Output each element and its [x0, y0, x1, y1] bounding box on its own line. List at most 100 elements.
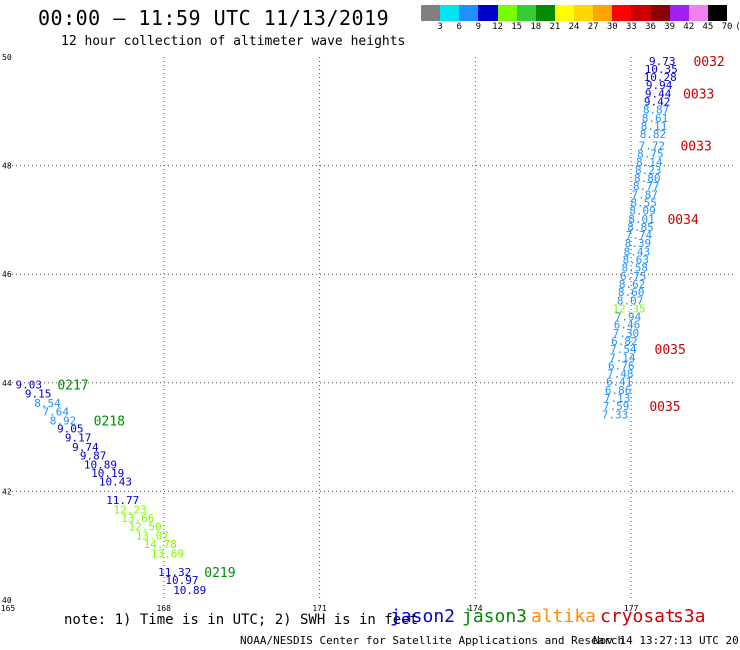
data-point-label: 9.15: [25, 388, 52, 401]
data-point-label: 8.14: [636, 156, 663, 169]
data-point-label: 8.07: [617, 294, 644, 307]
data-point-label: 8.63: [623, 254, 650, 267]
chart-title: 00:00 – 11:59 UTC 11/13/2019: [38, 6, 390, 30]
legend-jason3: jason3: [462, 606, 527, 627]
data-point-label: 8.11: [641, 120, 668, 133]
data-point-label: 10.97: [165, 574, 198, 587]
chart-subtitle: 12 hour collection of altimeter wave hei…: [61, 34, 406, 49]
colorbar-label: 39: [664, 22, 676, 32]
colorbar-label: 42: [683, 22, 695, 32]
data-point-label: 9.94: [646, 79, 673, 92]
colorbar-label: 18: [530, 22, 542, 32]
data-point-label: 12.50: [129, 521, 162, 534]
legend-cryosat: cryosat: [600, 606, 676, 627]
y-tick-label: 42: [2, 487, 12, 496]
colorbar-swatch: [478, 5, 498, 21]
data-point-label: 8.01: [628, 213, 655, 226]
data-point-label: 8.87: [643, 104, 670, 117]
colorbar-swatch: [440, 5, 460, 21]
colorbar-label: 70: [721, 22, 733, 32]
colorbar-label: 24: [568, 22, 580, 32]
data-point-label: 8.60: [618, 286, 645, 299]
colorbar-swatch: [593, 5, 613, 21]
colorbar-label: (ft): [735, 22, 740, 32]
colorbar-label: 3: [437, 22, 443, 32]
data-point-label: 10.43: [99, 476, 132, 489]
data-point-label: 8.61: [642, 112, 669, 125]
data-point-label: 7.59: [603, 400, 630, 413]
pass-time-label: 0033: [680, 140, 711, 155]
data-point-label: 10.19: [91, 467, 124, 480]
colorbar-label: 36: [645, 22, 656, 32]
colorbar-swatch: [612, 5, 632, 21]
colorbar-label: 30: [606, 22, 618, 32]
legend-label: cryosat: [600, 606, 676, 627]
colorbar-swatch: [497, 5, 517, 21]
data-point-label: 9.44: [645, 87, 672, 100]
y-tick-label: 46: [2, 270, 12, 279]
data-point-label: 7.94: [615, 311, 642, 324]
data-point-label: 7.14: [609, 351, 636, 364]
colorbar-label: 21: [549, 22, 561, 32]
data-point-label: 8.55: [630, 197, 657, 210]
colorbar-label: 12: [492, 22, 503, 32]
colorbar-label: 33: [625, 22, 637, 32]
y-tick-label: 48: [2, 162, 12, 171]
data-point-label: 9.74: [72, 441, 99, 454]
data-point-label: 10.89: [84, 458, 117, 471]
data-point-label: 8.80: [634, 172, 661, 185]
data-point-label: 7.87: [631, 188, 658, 201]
pass-time-label: 0035: [655, 343, 686, 358]
data-point-label: 8.58: [622, 262, 649, 275]
colorbar-swatch: [650, 5, 670, 21]
colorbar-swatch: [421, 5, 441, 21]
pass-time-label: 0035: [649, 400, 680, 415]
data-point-label: 7.33: [602, 408, 629, 421]
x-tick-label: 177: [624, 604, 639, 613]
data-point-label: 13.66: [121, 512, 154, 525]
legend-label: jason2: [390, 606, 456, 627]
colorbar-swatch: [631, 5, 651, 21]
x-tick-label: 168: [157, 604, 172, 613]
data-point-label: 7.74: [626, 229, 653, 242]
data-point-label: 6.75: [620, 270, 647, 283]
data-point-label: 10.28: [644, 71, 677, 84]
colorbar-swatch: [574, 5, 594, 21]
data-point-label: 8.43: [624, 245, 651, 258]
y-tick-label: 50: [2, 53, 12, 62]
data-point-label: 8.75: [637, 148, 664, 161]
data-point-label: 12.23: [113, 503, 146, 516]
colorbar-label: 6: [456, 22, 462, 32]
data-point-label: 7.72: [639, 140, 666, 153]
legend-altika: altika: [531, 606, 596, 627]
colorbar-label: 9: [475, 22, 482, 32]
colorbar-swatch: [688, 5, 708, 21]
data-point-label: 8.09: [629, 205, 656, 218]
data-point-label: 8.77: [633, 180, 660, 193]
data-point-label: 8.62: [619, 278, 646, 291]
data-point-label: 9.03: [16, 378, 43, 391]
colorbar-label: 27: [587, 22, 599, 32]
pass-time-label: 0219: [204, 566, 235, 581]
data-point-label: 7.30: [613, 327, 640, 340]
data-point-label: 8.92: [50, 414, 77, 427]
legend-jason2: jason2: [390, 606, 455, 627]
colorbar: [421, 5, 727, 21]
data-point-label: 7.54: [610, 343, 637, 356]
x-tick-label: 171: [312, 604, 327, 613]
data-point-label: 12.35: [613, 302, 646, 315]
data-point-label: 7.48: [607, 368, 634, 381]
colorbar-label: 45: [702, 22, 714, 32]
pass-time-label: 0034: [667, 213, 698, 228]
pass-time-label: 0218: [94, 414, 125, 429]
note-text: note: 1) Time is in UTC; 2) SWH is in fe…: [64, 612, 419, 628]
data-point-label: 7.64: [43, 406, 70, 419]
data-point-label: 10.35: [645, 63, 678, 76]
data-point-label: 9.17: [65, 432, 92, 445]
colorbar-swatch: [459, 5, 479, 21]
data-point-label: 6.86: [605, 384, 632, 397]
data-point-label: 13.69: [151, 547, 184, 560]
pass-time-label: 0217: [57, 378, 88, 393]
